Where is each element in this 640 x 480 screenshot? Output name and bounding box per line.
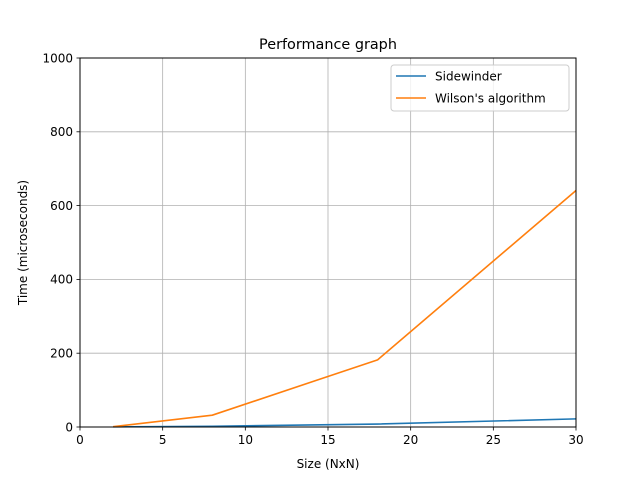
y-tick-label: 1000	[42, 51, 73, 65]
y-tick-label: 800	[50, 125, 73, 139]
x-tick-label: 0	[76, 433, 84, 447]
y-tick-label: 400	[50, 273, 73, 287]
legend: Sidewinder Wilson's algorithm	[390, 64, 570, 112]
y-tick-label: 200	[50, 347, 73, 361]
y-tick-label: 0	[65, 420, 73, 434]
y-axis-label: Time (microseconds)	[16, 180, 30, 306]
chart-title: Performance graph	[259, 37, 397, 53]
y-tick-label: 600	[50, 199, 73, 213]
x-tick-label: 20	[403, 433, 418, 447]
x-tick-label: 5	[159, 433, 167, 447]
legend-box	[390, 64, 570, 112]
x-tick-label: 30	[568, 433, 583, 447]
series-line-sidewinder	[113, 418, 577, 428]
series-layer	[112, 189, 577, 428]
y-axis-ticks: 0 200 400 600 800 1000	[42, 51, 80, 434]
legend-label-sidewinder: Sidewinder	[435, 70, 502, 84]
x-tick-label: 10	[238, 433, 253, 447]
grid	[79, 57, 577, 428]
x-tick-label: 15	[320, 433, 335, 447]
x-tick-label: 25	[486, 433, 501, 447]
series-line-wilson-s-algorithm	[112, 189, 577, 428]
legend-label-wilson: Wilson's algorithm	[435, 92, 546, 106]
x-axis-label: Size (NxN)	[297, 457, 360, 471]
x-axis-ticks: 0 5 10 15 20 25 30	[76, 427, 584, 447]
